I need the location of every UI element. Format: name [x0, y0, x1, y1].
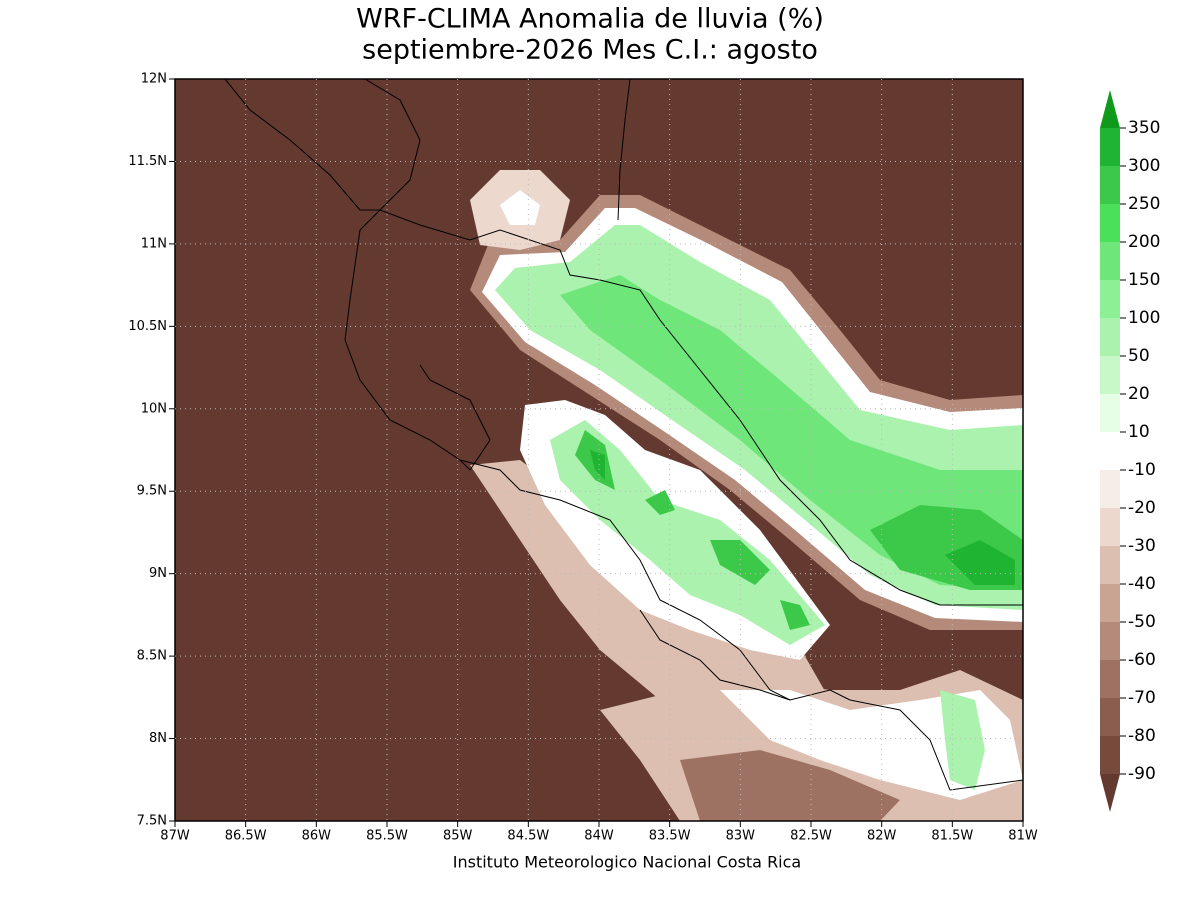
x-tick-label: 82W — [867, 829, 897, 844]
x-tick-label: 85W — [443, 829, 473, 844]
colorbar-band — [1100, 432, 1120, 470]
colorbar-band — [1100, 660, 1120, 698]
colorbar-arrow — [1100, 90, 1120, 128]
x-tick-label: 83W — [726, 829, 756, 844]
colorbar-arrow — [1100, 774, 1120, 812]
colorbar-band — [1100, 736, 1120, 774]
colorbar-label: 250 — [1128, 194, 1160, 214]
colorbar-label: -50 — [1128, 612, 1156, 632]
x-tick-label: 84W — [584, 829, 614, 844]
colorbar-label: 350 — [1128, 118, 1160, 138]
colorbar-band — [1100, 584, 1120, 622]
colorbar-band — [1100, 242, 1120, 280]
y-tick-label: 8.5N — [137, 649, 167, 664]
colorbar-label: -20 — [1128, 498, 1156, 518]
colorbar-label: -70 — [1128, 688, 1156, 708]
title-line: WRF-CLIMA Anomalia de lluvia (%) — [356, 4, 824, 35]
x-tick-label: 85.5W — [366, 829, 408, 844]
colorbar-label: -90 — [1128, 764, 1156, 784]
y-tick-label: 9.5N — [137, 484, 167, 499]
x-tick-label: 81.5W — [931, 829, 973, 844]
colorbar-band — [1100, 546, 1120, 584]
colorbar-band — [1100, 204, 1120, 242]
colorbar-band — [1100, 508, 1120, 546]
colorbar-label: 300 — [1128, 156, 1160, 176]
y-tick-label: 10N — [141, 401, 167, 416]
colorbar-label: -60 — [1128, 650, 1156, 670]
x-tick-label: 86W — [302, 829, 332, 844]
colorbar-label: 50 — [1128, 346, 1150, 366]
colorbar-band — [1100, 280, 1120, 318]
colorbar-band — [1100, 698, 1120, 736]
colorbar-band — [1100, 394, 1120, 432]
colorbar-band — [1100, 128, 1120, 166]
y-tick-label: 8N — [149, 731, 167, 746]
title-line: septiembre-2026 Mes C.I.: agosto — [362, 35, 818, 66]
coastlines — [224, 79, 1023, 791]
footer: Instituto Meteorologico Nacional Costa R… — [453, 853, 801, 872]
colorbar-band — [1100, 318, 1120, 356]
anomaly-field — [175, 79, 1023, 821]
colorbar-label: 10 — [1128, 422, 1150, 442]
y-tick-label: 11N — [141, 236, 167, 251]
y-tick-label: 9N — [149, 566, 167, 581]
colorbar-band — [1100, 622, 1120, 660]
x-tick-label: 86.5W — [225, 829, 267, 844]
colorbar-label: -40 — [1128, 574, 1156, 594]
x-tick-label: 81W — [1008, 829, 1038, 844]
colorbar-band — [1100, 356, 1120, 394]
colorbar-label: 200 — [1128, 232, 1160, 252]
colorbar-label: -30 — [1128, 536, 1156, 556]
colorbar-band — [1100, 470, 1120, 508]
y-tick-label: 10.5N — [128, 319, 167, 334]
colorbar-label: 150 — [1128, 270, 1160, 290]
y-tick-label: 12N — [141, 72, 167, 87]
x-tick-label: 84.5W — [507, 829, 549, 844]
y-tick-label: 7.5N — [137, 814, 167, 829]
x-tick-label: 82.5W — [790, 829, 832, 844]
colorbar-band — [1100, 166, 1120, 204]
y-tick-label: 11.5N — [128, 154, 167, 169]
x-tick-label: 83.5W — [649, 829, 691, 844]
colorbar-label: 20 — [1128, 384, 1150, 404]
colorbar-label: 100 — [1128, 308, 1160, 328]
colorbar-label: -10 — [1128, 460, 1156, 480]
colorbar-label: -80 — [1128, 726, 1156, 746]
x-tick-label: 87W — [160, 829, 190, 844]
